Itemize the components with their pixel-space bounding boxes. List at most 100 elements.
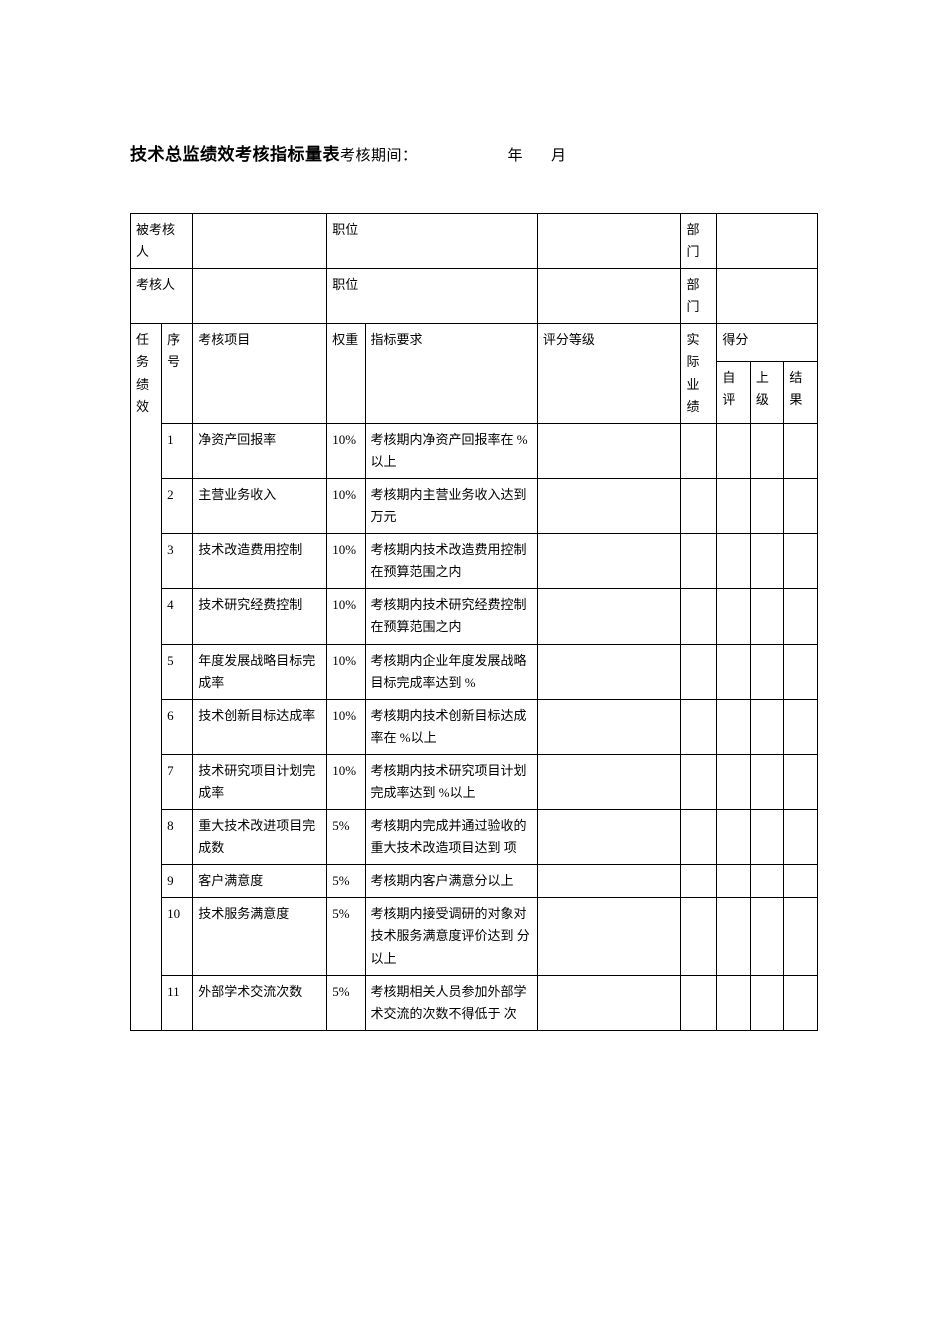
actual-cell xyxy=(681,478,717,533)
grade-cell xyxy=(537,478,681,533)
result-cell xyxy=(784,699,818,754)
self-cell xyxy=(717,644,751,699)
weight-cell: 10% xyxy=(327,534,365,589)
result-cell xyxy=(784,423,818,478)
table-row: 8 重大技术改进项目完成数 5% 考核期内完成并通过验收的重大技术改造项目达到 … xyxy=(131,810,818,865)
seq-cell: 1 xyxy=(162,423,193,478)
seq-header: 序号 xyxy=(162,324,193,423)
actual-cell xyxy=(681,810,717,865)
superior-cell xyxy=(750,589,784,644)
seq-cell: 6 xyxy=(162,699,193,754)
seq-cell: 4 xyxy=(162,589,193,644)
title-year-unit: 年 xyxy=(508,148,524,164)
superior-header: 上级 xyxy=(750,361,784,423)
item-cell: 重大技术改进项目完成数 xyxy=(193,810,327,865)
actual-cell xyxy=(681,644,717,699)
req-cell: 考核期内完成并通过验收的重大技术改造项目达到 项 xyxy=(365,810,537,865)
superior-cell xyxy=(750,810,784,865)
result-cell xyxy=(784,754,818,809)
weight-cell: 5% xyxy=(327,975,365,1030)
page-title: 技术总监绩效考核指标量表考核期间：年月 xyxy=(130,140,815,165)
grade-cell xyxy=(537,644,681,699)
superior-cell xyxy=(750,865,784,898)
seq-cell: 9 xyxy=(162,865,193,898)
self-cell xyxy=(717,699,751,754)
self-cell xyxy=(717,810,751,865)
actual-cell xyxy=(681,699,717,754)
weight-header: 权重 xyxy=(327,324,365,423)
item-header: 考核项目 xyxy=(193,324,327,423)
seq-cell: 2 xyxy=(162,478,193,533)
grade-cell xyxy=(537,699,681,754)
self-cell xyxy=(717,589,751,644)
result-header: 结果 xyxy=(784,361,818,423)
self-cell xyxy=(717,898,751,975)
item-cell: 技术服务满意度 xyxy=(193,898,327,975)
table-row: 2 主营业务收入 10% 考核期内主营业务收入达到 万元 xyxy=(131,478,818,533)
result-cell xyxy=(784,534,818,589)
self-cell xyxy=(717,865,751,898)
grade-cell xyxy=(537,534,681,589)
examinee-name-cell xyxy=(193,214,327,269)
result-cell xyxy=(784,478,818,533)
superior-cell xyxy=(750,699,784,754)
table-row: 4 技术研究经费控制 10% 考核期内技术研究经费控制在预算范围之内 xyxy=(131,589,818,644)
examinee-department-cell xyxy=(717,214,818,269)
title-main: 技术总监绩效考核指标量表 xyxy=(130,145,340,164)
examiner-position-cell xyxy=(537,269,681,324)
examinee-position-cell xyxy=(537,214,681,269)
item-cell: 主营业务收入 xyxy=(193,478,327,533)
actual-cell xyxy=(681,589,717,644)
grade-cell xyxy=(537,810,681,865)
weight-cell: 10% xyxy=(327,644,365,699)
weight-cell: 10% xyxy=(327,699,365,754)
examiner-label: 考核人 xyxy=(131,269,193,324)
grade-cell xyxy=(537,865,681,898)
item-cell: 技术研究项目计划完成率 xyxy=(193,754,327,809)
item-cell: 年度发展战略目标完成率 xyxy=(193,644,327,699)
table-row: 3 技术改造费用控制 10% 考核期内技术改造费用控制在预算范围之内 xyxy=(131,534,818,589)
examiner-row: 考核人 职位 部门 xyxy=(131,269,818,324)
result-cell xyxy=(784,898,818,975)
examinee-row: 被考核人 职位 部门 xyxy=(131,214,818,269)
actual-cell xyxy=(681,975,717,1030)
table-row: 5 年度发展战略目标完成率 10% 考核期内企业年度发展战略目标完成率达到 % xyxy=(131,644,818,699)
superior-cell xyxy=(750,534,784,589)
table-row: 7 技术研究项目计划完成率 10% 考核期内技术研究项目计划完成率达到 %以上 xyxy=(131,754,818,809)
item-cell: 净资产回报率 xyxy=(193,423,327,478)
grade-header: 评分等级 xyxy=(537,324,681,423)
table-row: 11 外部学术交流次数 5% 考核期相关人员参加外部学术交流的次数不得低于 次 xyxy=(131,975,818,1030)
self-cell xyxy=(717,423,751,478)
weight-cell: 10% xyxy=(327,423,365,478)
actual-header: 实际业绩 xyxy=(681,324,717,423)
table-row: 9 客户满意度 5% 考核期内客户满意分以上 xyxy=(131,865,818,898)
superior-cell xyxy=(750,423,784,478)
result-cell xyxy=(784,589,818,644)
req-cell: 考核期内技术研究项目计划完成率达到 %以上 xyxy=(365,754,537,809)
superior-cell xyxy=(750,644,784,699)
item-cell: 技术创新目标达成率 xyxy=(193,699,327,754)
actual-cell xyxy=(681,423,717,478)
superior-cell xyxy=(750,898,784,975)
title-month-unit: 月 xyxy=(551,148,567,164)
superior-cell xyxy=(750,975,784,1030)
req-cell: 考核期内接受调研的对象对技术服务满意度评价达到 分以上 xyxy=(365,898,537,975)
seq-cell: 3 xyxy=(162,534,193,589)
column-header-row-1: 任务绩效 序号 考核项目 权重 指标要求 评分等级 实际业绩 得分 xyxy=(131,324,818,361)
req-cell: 考核期内净资产回报率在 %以上 xyxy=(365,423,537,478)
actual-cell xyxy=(681,865,717,898)
result-cell xyxy=(784,644,818,699)
examinee-label: 被考核人 xyxy=(131,214,193,269)
assessment-table: 被考核人 职位 部门 考核人 职位 部门 任务绩效 序号 考核项目 权重 指标要… xyxy=(130,213,818,1031)
weight-cell: 5% xyxy=(327,898,365,975)
actual-cell xyxy=(681,898,717,975)
examiner-department-cell xyxy=(717,269,818,324)
item-cell: 技术研究经费控制 xyxy=(193,589,327,644)
weight-cell: 5% xyxy=(327,810,365,865)
seq-cell: 8 xyxy=(162,810,193,865)
superior-cell xyxy=(750,754,784,809)
actual-cell xyxy=(681,534,717,589)
grade-cell xyxy=(537,423,681,478)
superior-cell xyxy=(750,478,784,533)
seq-cell: 10 xyxy=(162,898,193,975)
